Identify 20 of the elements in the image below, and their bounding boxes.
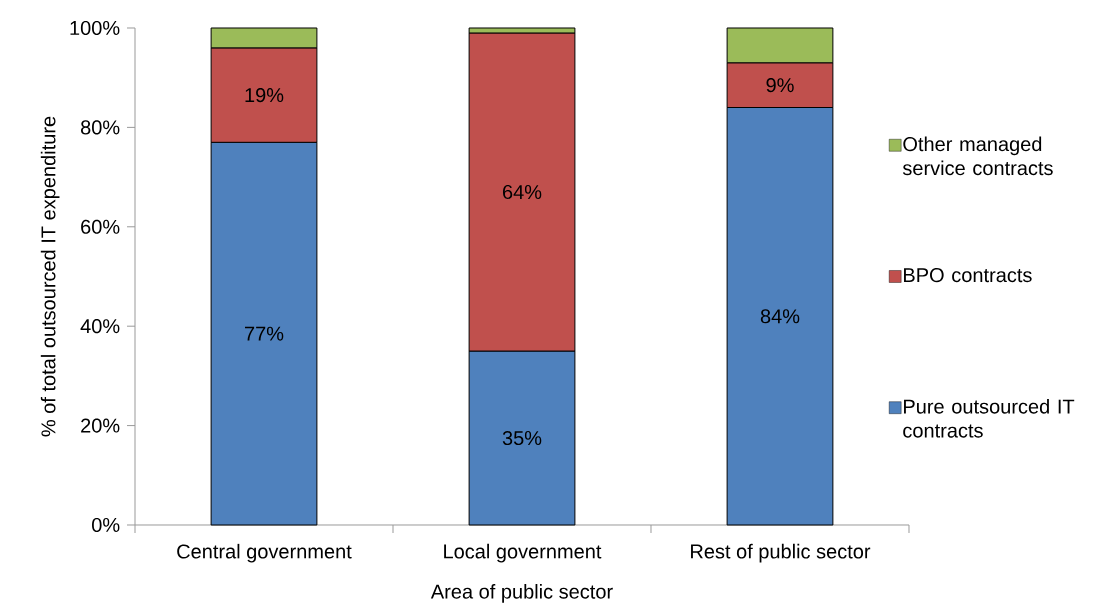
x-axis-title: Area of public sector	[430, 584, 613, 603]
data-label: 9%	[766, 78, 794, 93]
y-tick-label: 20%	[81, 418, 120, 433]
y-tick-label: 60%	[81, 219, 120, 234]
data-label: 77%	[245, 326, 284, 341]
y-tick-label: 40%	[80, 319, 120, 334]
x-tick-label: Central government	[177, 543, 352, 563]
data-label: 84%	[760, 309, 800, 324]
y-tick-label: 0%	[92, 517, 120, 533]
legend-label: Other managed service contracts	[902, 136, 1053, 176]
data-label: 19%	[245, 88, 284, 103]
legend-label: BPO contracts	[904, 268, 1032, 283]
x-tick-label: Local government	[444, 543, 602, 563]
data-label: 35%	[502, 430, 542, 446]
y-axis-title: % of total outsourced IT expenditure	[40, 116, 60, 437]
y-tick-label: 100%	[70, 20, 120, 36]
y-tick-label: 80%	[80, 120, 120, 135]
x-tick-label: Rest of public sector	[691, 543, 871, 563]
legend-label: Pure outsourced IT contracts	[903, 398, 1075, 438]
data-label: 64%	[503, 184, 542, 200]
